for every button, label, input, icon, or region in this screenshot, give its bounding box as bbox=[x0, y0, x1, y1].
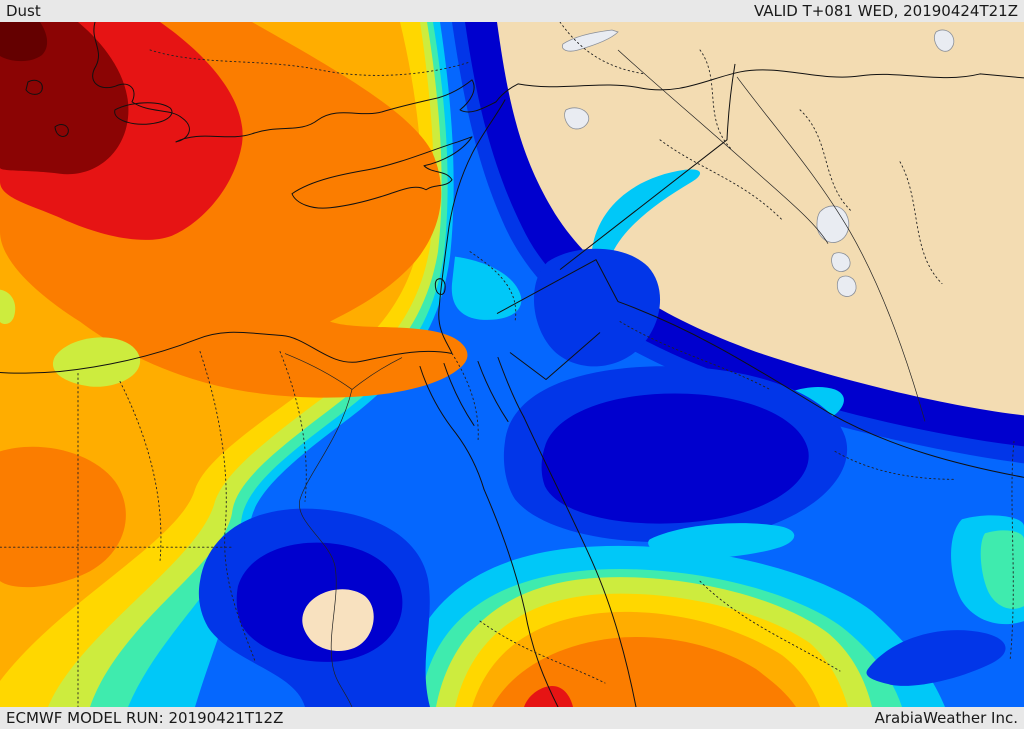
contour-darkest-red bbox=[0, 22, 48, 62]
no-dust-region bbox=[497, 22, 1024, 416]
river-nile-delta-east bbox=[351, 357, 403, 390]
island-crete bbox=[114, 102, 173, 125]
orange-blob-left-edge bbox=[0, 446, 126, 588]
model-run-label: ECMWF MODEL RUN: 20190421T12Z bbox=[6, 709, 284, 727]
rivers bbox=[284, 49, 926, 707]
border-egypt-admin-2 bbox=[199, 351, 256, 662]
gulf-of-aqaba-west bbox=[477, 361, 509, 422]
lake-assad bbox=[561, 29, 619, 52]
island-cyprus bbox=[291, 136, 473, 209]
navy-core-center bbox=[541, 393, 809, 524]
coast-redsea-west bbox=[483, 488, 559, 707]
borders bbox=[0, 22, 1024, 707]
border-saudi-admin-2 bbox=[834, 450, 956, 480]
lake-mosul bbox=[934, 29, 955, 52]
river-euphrates bbox=[617, 49, 829, 244]
footer-bar: ECMWF MODEL RUN: 20190421T12Z ArabiaWeat… bbox=[0, 707, 1024, 729]
header-bar: Dust VALID T+081 WED, 20190424T21Z bbox=[0, 0, 1024, 22]
coast-redsea-east bbox=[523, 416, 637, 707]
gulf-of-suez-west bbox=[419, 365, 485, 490]
island-small-1 bbox=[25, 79, 43, 95]
cyan-streak-syria bbox=[591, 169, 701, 262]
border-turkey-syria bbox=[517, 69, 1024, 91]
border-iraq-admin-2 bbox=[899, 161, 943, 285]
lake-tharthar bbox=[816, 205, 850, 243]
royal-blob-north bbox=[533, 248, 661, 367]
border-saudi-iraq bbox=[617, 301, 1024, 478]
yellowgreen-pocket-delta bbox=[52, 337, 141, 387]
lake-habbaniyah bbox=[831, 252, 851, 272]
border-iraq-admin-1 bbox=[799, 109, 853, 213]
gulf-of-suez-east bbox=[443, 363, 475, 426]
river-nile bbox=[299, 389, 353, 707]
dust-concentration-map[interactable] bbox=[0, 22, 1024, 707]
dead-sea bbox=[434, 278, 446, 295]
river-tigris bbox=[736, 76, 926, 422]
border-jordan-saudi bbox=[496, 259, 619, 315]
coast-aegean bbox=[92, 22, 190, 143]
border-sinai bbox=[451, 353, 479, 442]
border-egypt-admin-3 bbox=[279, 351, 307, 502]
border-israel-egypt bbox=[509, 332, 601, 380]
coast-anatolia-south bbox=[175, 79, 519, 143]
coast-levant bbox=[438, 99, 506, 355]
island-small-2 bbox=[54, 124, 69, 137]
border-iran-edge bbox=[1009, 440, 1015, 662]
river-nile-delta-west bbox=[284, 353, 353, 390]
yellowgreen-pocket-left bbox=[0, 289, 16, 324]
beige-no-dust-spot bbox=[302, 589, 374, 651]
border-saudi-admin-4 bbox=[699, 580, 841, 672]
royal-streak-se bbox=[866, 630, 1006, 686]
cyan-streak-south-of-blob bbox=[648, 523, 795, 559]
ring-orange bbox=[492, 636, 796, 707]
lake-razazah bbox=[836, 275, 857, 297]
valid-time-label: VALID T+081 WED, 20190424T21Z bbox=[753, 2, 1018, 20]
border-saudi-admin-3 bbox=[479, 620, 606, 684]
border-syria-admin-1 bbox=[559, 22, 646, 75]
border-turkey-admin bbox=[149, 49, 471, 76]
ring-red-core bbox=[524, 686, 573, 707]
border-syria-iraq bbox=[559, 63, 736, 271]
coastlines bbox=[0, 22, 637, 707]
gulf-of-aqaba-east bbox=[497, 357, 525, 418]
border-iraq-admin-3 bbox=[659, 139, 783, 221]
border-egypt-admin-1 bbox=[119, 381, 162, 562]
coast-egypt-delta bbox=[0, 331, 453, 374]
lake-homs bbox=[564, 107, 590, 130]
cyan-tongue-levant bbox=[451, 256, 522, 320]
product-title: Dust bbox=[6, 2, 41, 20]
border-saudi-admin-1 bbox=[619, 321, 771, 390]
lakes bbox=[561, 29, 955, 297]
contour-maroon bbox=[0, 22, 129, 175]
credit-label: ArabiaWeather Inc. bbox=[874, 709, 1018, 727]
border-jordan-admin bbox=[469, 251, 517, 323]
